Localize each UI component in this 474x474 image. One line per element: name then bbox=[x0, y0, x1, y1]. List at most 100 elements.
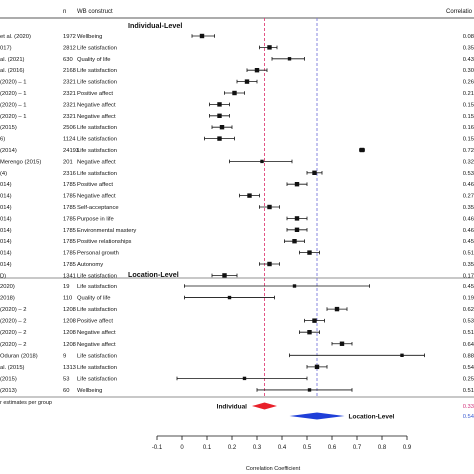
sample-size: 1313 bbox=[63, 365, 76, 371]
study-label: al. (2021) bbox=[0, 57, 25, 63]
wb-construct: Wellbeing bbox=[77, 388, 102, 394]
study-row: 2020) 19 Life satisfaction 0.45 bbox=[0, 284, 474, 290]
wb-construct: Life satisfaction bbox=[77, 80, 117, 86]
x-axis-label: Correlation Coefficient bbox=[246, 466, 301, 472]
summary-value: 0.33 bbox=[463, 404, 474, 410]
study-label: 014) bbox=[0, 216, 12, 222]
point-estimate bbox=[312, 318, 317, 323]
sample-size: 1785 bbox=[63, 205, 76, 211]
wb-construct: Positive relationships bbox=[77, 239, 132, 245]
estimate-value: 0.35 bbox=[463, 262, 474, 268]
wb-construct: Positive affect bbox=[77, 182, 113, 188]
study-label: al. (2016) bbox=[0, 68, 25, 74]
study-row: (2020) – 2 1208 Positive affect 0.53 bbox=[0, 318, 474, 325]
estimate-value: 0.25 bbox=[463, 376, 474, 382]
study-label: D) bbox=[0, 273, 6, 279]
wb-construct: Life satisfaction bbox=[77, 273, 117, 279]
sample-size: 2321 bbox=[63, 114, 76, 120]
point-estimate bbox=[294, 182, 300, 187]
sample-size: 1208 bbox=[63, 319, 76, 325]
sample-size: 2168 bbox=[63, 68, 76, 74]
column-headers: n WB construct Correlatio bbox=[63, 9, 473, 15]
summary-label: Location-Level bbox=[349, 414, 395, 421]
wb-construct: Personal growth bbox=[77, 251, 119, 257]
estimate-value: 0.19 bbox=[463, 296, 474, 302]
point-estimate bbox=[217, 113, 222, 118]
wb-construct: Autonomy bbox=[77, 262, 103, 268]
study-row: (2020) – 2 1208 Life satisfaction 0.62 bbox=[0, 306, 474, 313]
summary-label: Individual bbox=[217, 404, 248, 411]
x-tick-label: 0 bbox=[180, 445, 184, 451]
sample-size: 1124 bbox=[63, 137, 76, 143]
estimate-value: 0.32 bbox=[463, 159, 474, 165]
point-estimate bbox=[254, 68, 260, 73]
summary-value: 0.54 bbox=[463, 414, 474, 420]
sample-size: 24193 bbox=[63, 148, 79, 154]
summary-diamond-individual bbox=[252, 402, 277, 410]
point-estimate bbox=[199, 33, 205, 39]
wb-construct: Life satisfaction bbox=[77, 307, 117, 313]
point-estimate bbox=[334, 306, 340, 312]
point-estimate bbox=[232, 90, 237, 96]
x-tick-label: 0.1 bbox=[203, 445, 212, 451]
study-row: 2018) 110 Quality of life 0.19 bbox=[0, 296, 474, 302]
study-label: (2020) – 1 bbox=[0, 114, 26, 120]
study-label: 014) bbox=[0, 251, 12, 257]
x-tick-label: -0.1 bbox=[152, 445, 163, 451]
study-row: al. (2021) 630 Quality of life 0.43 bbox=[0, 57, 474, 63]
estimate-value: 0.51 bbox=[463, 330, 474, 336]
wb-construct: Life satisfaction bbox=[77, 376, 117, 382]
estimate-value: 0.45 bbox=[463, 239, 474, 245]
sample-size: 53 bbox=[63, 376, 69, 382]
sample-size: 2812 bbox=[63, 45, 76, 51]
sample-size: 2316 bbox=[63, 171, 76, 177]
study-label: (2015) bbox=[0, 125, 17, 131]
sample-size: 1785 bbox=[63, 216, 76, 222]
group-label-individual: Individual-Level bbox=[128, 21, 182, 30]
sample-size: 60 bbox=[63, 388, 69, 394]
wb-construct: Life satisfaction bbox=[77, 365, 117, 371]
estimate-value: 0.46 bbox=[463, 216, 474, 222]
wb-construct: Negative affect bbox=[77, 330, 116, 336]
sample-size: 1208 bbox=[63, 342, 76, 348]
point-estimate bbox=[287, 57, 292, 61]
sample-size: 2321 bbox=[63, 91, 76, 97]
study-label: Merengo (2015) bbox=[0, 159, 41, 165]
study-row: al. (2015) 1313 Life satisfaction 0.54 bbox=[0, 364, 474, 371]
study-row: 014) 1785 Positive affect 0.46 bbox=[0, 182, 474, 188]
point-estimate bbox=[219, 125, 225, 130]
x-tick-label: 0.8 bbox=[378, 445, 387, 451]
study-label: al. (2015) bbox=[0, 365, 25, 371]
sample-size: 630 bbox=[63, 57, 73, 63]
wb-construct: Environmental mastery bbox=[77, 228, 136, 234]
estimate-value: 0.53 bbox=[463, 319, 474, 325]
study-row: 6) 1124 Life satisfaction 0.15 bbox=[0, 136, 474, 143]
x-tick-label: 0.9 bbox=[403, 445, 412, 451]
study-label: 6) bbox=[0, 137, 5, 143]
sample-size: 1972 bbox=[63, 34, 76, 40]
study-label: (2020) – 2 bbox=[0, 307, 26, 313]
wb-construct: Self-acceptance bbox=[77, 205, 119, 211]
wb-construct: Wellbeing bbox=[77, 34, 102, 40]
point-estimate bbox=[359, 147, 365, 153]
estimate-value: 0.15 bbox=[463, 114, 474, 120]
study-row: D) 1341 Life satisfaction 0.17 bbox=[0, 273, 474, 279]
estimate-value: 0.51 bbox=[463, 388, 474, 394]
wb-construct: Life satisfaction bbox=[77, 148, 117, 154]
study-row: 014) 1785 Personal growth 0.51 bbox=[0, 250, 474, 257]
point-estimate bbox=[260, 159, 264, 164]
estimate-value: 0.15 bbox=[463, 137, 474, 143]
wb-construct: Negative affect bbox=[77, 159, 116, 165]
estimate-value: 0.35 bbox=[463, 205, 474, 211]
point-estimate bbox=[227, 295, 232, 300]
estimate-value: 0.21 bbox=[463, 91, 474, 97]
wb-construct: Positive affect bbox=[77, 319, 113, 325]
study-label: (2020) – 2 bbox=[0, 319, 26, 325]
header-wb-construct: WB construct bbox=[77, 9, 113, 15]
point-estimate bbox=[307, 250, 312, 255]
study-label: (2020) – 1 bbox=[0, 102, 26, 108]
wb-construct: Life satisfaction bbox=[77, 45, 117, 51]
study-label: 014) bbox=[0, 194, 12, 200]
estimate-value: 0.45 bbox=[463, 284, 474, 290]
